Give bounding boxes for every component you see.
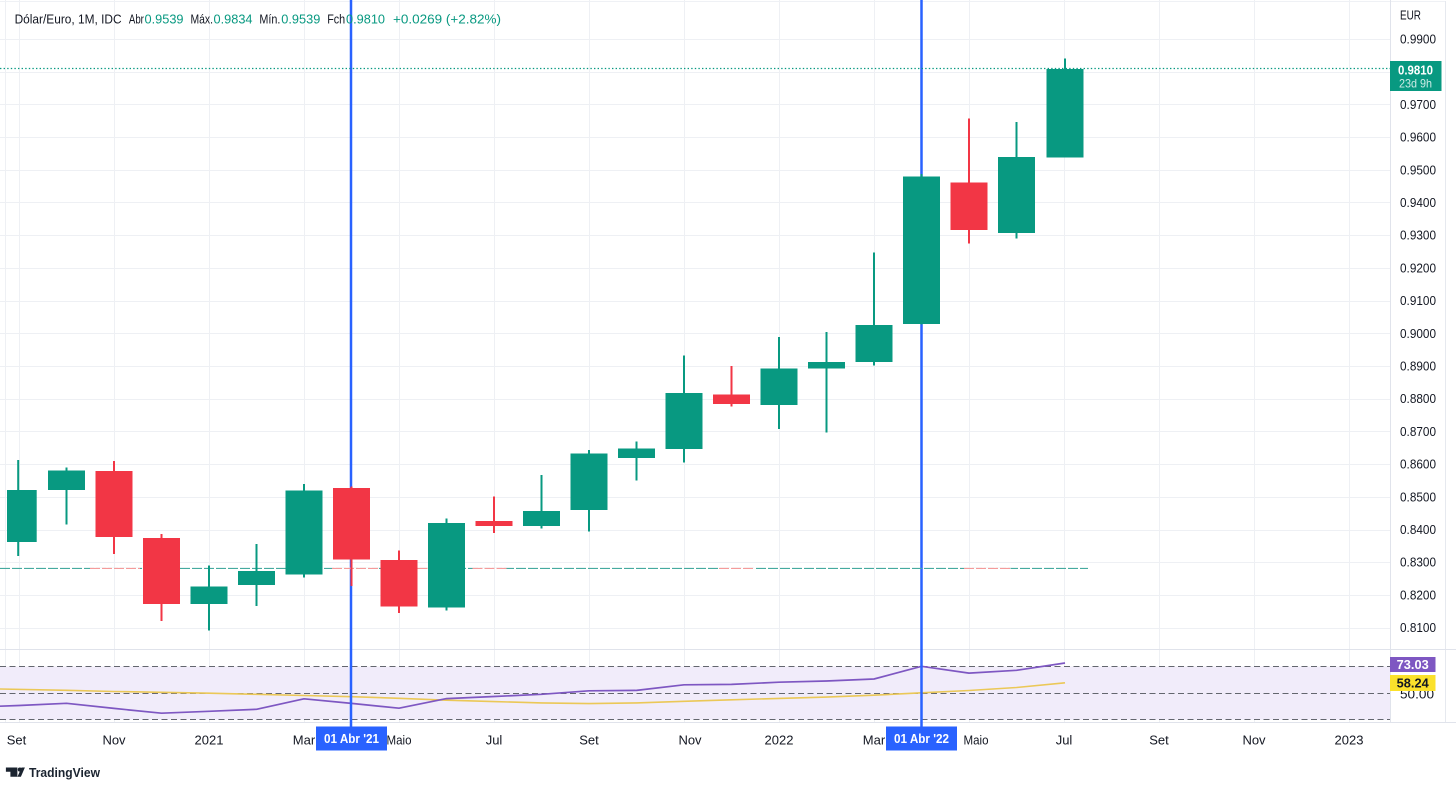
svg-text:Mín.: Mín. (259, 12, 280, 27)
svg-text:2022: 2022 (765, 733, 794, 748)
svg-text:0.8600: 0.8600 (1400, 458, 1436, 472)
svg-text:0.9100: 0.9100 (1400, 294, 1436, 308)
svg-text:0.9700: 0.9700 (1400, 98, 1436, 112)
svg-text:0.8400: 0.8400 (1400, 523, 1436, 537)
svg-text:0.8500: 0.8500 (1400, 490, 1436, 504)
svg-text:Maio: Maio (387, 733, 412, 748)
svg-text:Fch: Fch (327, 12, 345, 27)
svg-text:0.9539: 0.9539 (281, 12, 320, 27)
svg-text:0.9400: 0.9400 (1400, 196, 1436, 210)
svg-text:Mar: Mar (293, 733, 316, 748)
svg-text:0.9900: 0.9900 (1400, 33, 1436, 47)
svg-text:Abr: Abr (129, 12, 144, 27)
svg-text:0.8900: 0.8900 (1400, 360, 1436, 374)
svg-text:0.9500: 0.9500 (1400, 163, 1436, 177)
svg-text:0.9200: 0.9200 (1400, 261, 1436, 275)
svg-text:+0.0269 (+2.82%): +0.0269 (+2.82%) (393, 12, 501, 27)
svg-text:0.8800: 0.8800 (1400, 392, 1436, 406)
svg-text:Jul: Jul (486, 733, 503, 748)
svg-text:0.9810: 0.9810 (346, 12, 385, 27)
svg-text:0.8700: 0.8700 (1400, 425, 1436, 439)
svg-text:0.9000: 0.9000 (1400, 327, 1436, 341)
svg-text:58.24: 58.24 (1397, 676, 1429, 690)
svg-text:Dólar/Euro, 1M, IDC: Dólar/Euro, 1M, IDC (15, 12, 122, 27)
svg-text:0.8100: 0.8100 (1400, 621, 1436, 635)
svg-text:Nov: Nov (678, 733, 702, 748)
svg-text:Mar: Mar (863, 733, 886, 748)
svg-text:01 Abr '22: 01 Abr '22 (894, 731, 949, 746)
svg-text:Set: Set (1149, 733, 1169, 748)
svg-text:Nov: Nov (102, 733, 126, 748)
svg-text:0.9834: 0.9834 (214, 12, 253, 27)
svg-text:Maio: Maio (964, 733, 989, 748)
svg-text:EUR: EUR (1400, 9, 1421, 23)
svg-text:23d 9h: 23d 9h (1399, 77, 1432, 91)
svg-text:0.8300: 0.8300 (1400, 556, 1436, 570)
svg-text:Set: Set (7, 733, 27, 748)
svg-text:0.9300: 0.9300 (1400, 229, 1436, 243)
svg-text:2023: 2023 (1335, 733, 1364, 748)
svg-text:01 Abr '21: 01 Abr '21 (324, 731, 379, 746)
svg-text:Nov: Nov (1242, 733, 1266, 748)
svg-text:0.8200: 0.8200 (1400, 588, 1436, 602)
svg-text:0.9600: 0.9600 (1400, 131, 1436, 145)
svg-text:Set: Set (579, 733, 599, 748)
svg-text:73.03: 73.03 (1397, 658, 1429, 672)
svg-text:0.9810: 0.9810 (1398, 63, 1433, 78)
svg-text:0.9539: 0.9539 (145, 12, 184, 27)
svg-text:Jul: Jul (1056, 733, 1073, 748)
svg-text:TradingView: TradingView (29, 765, 100, 780)
svg-text:2021: 2021 (195, 733, 224, 748)
svg-text:Máx.: Máx. (191, 12, 214, 27)
